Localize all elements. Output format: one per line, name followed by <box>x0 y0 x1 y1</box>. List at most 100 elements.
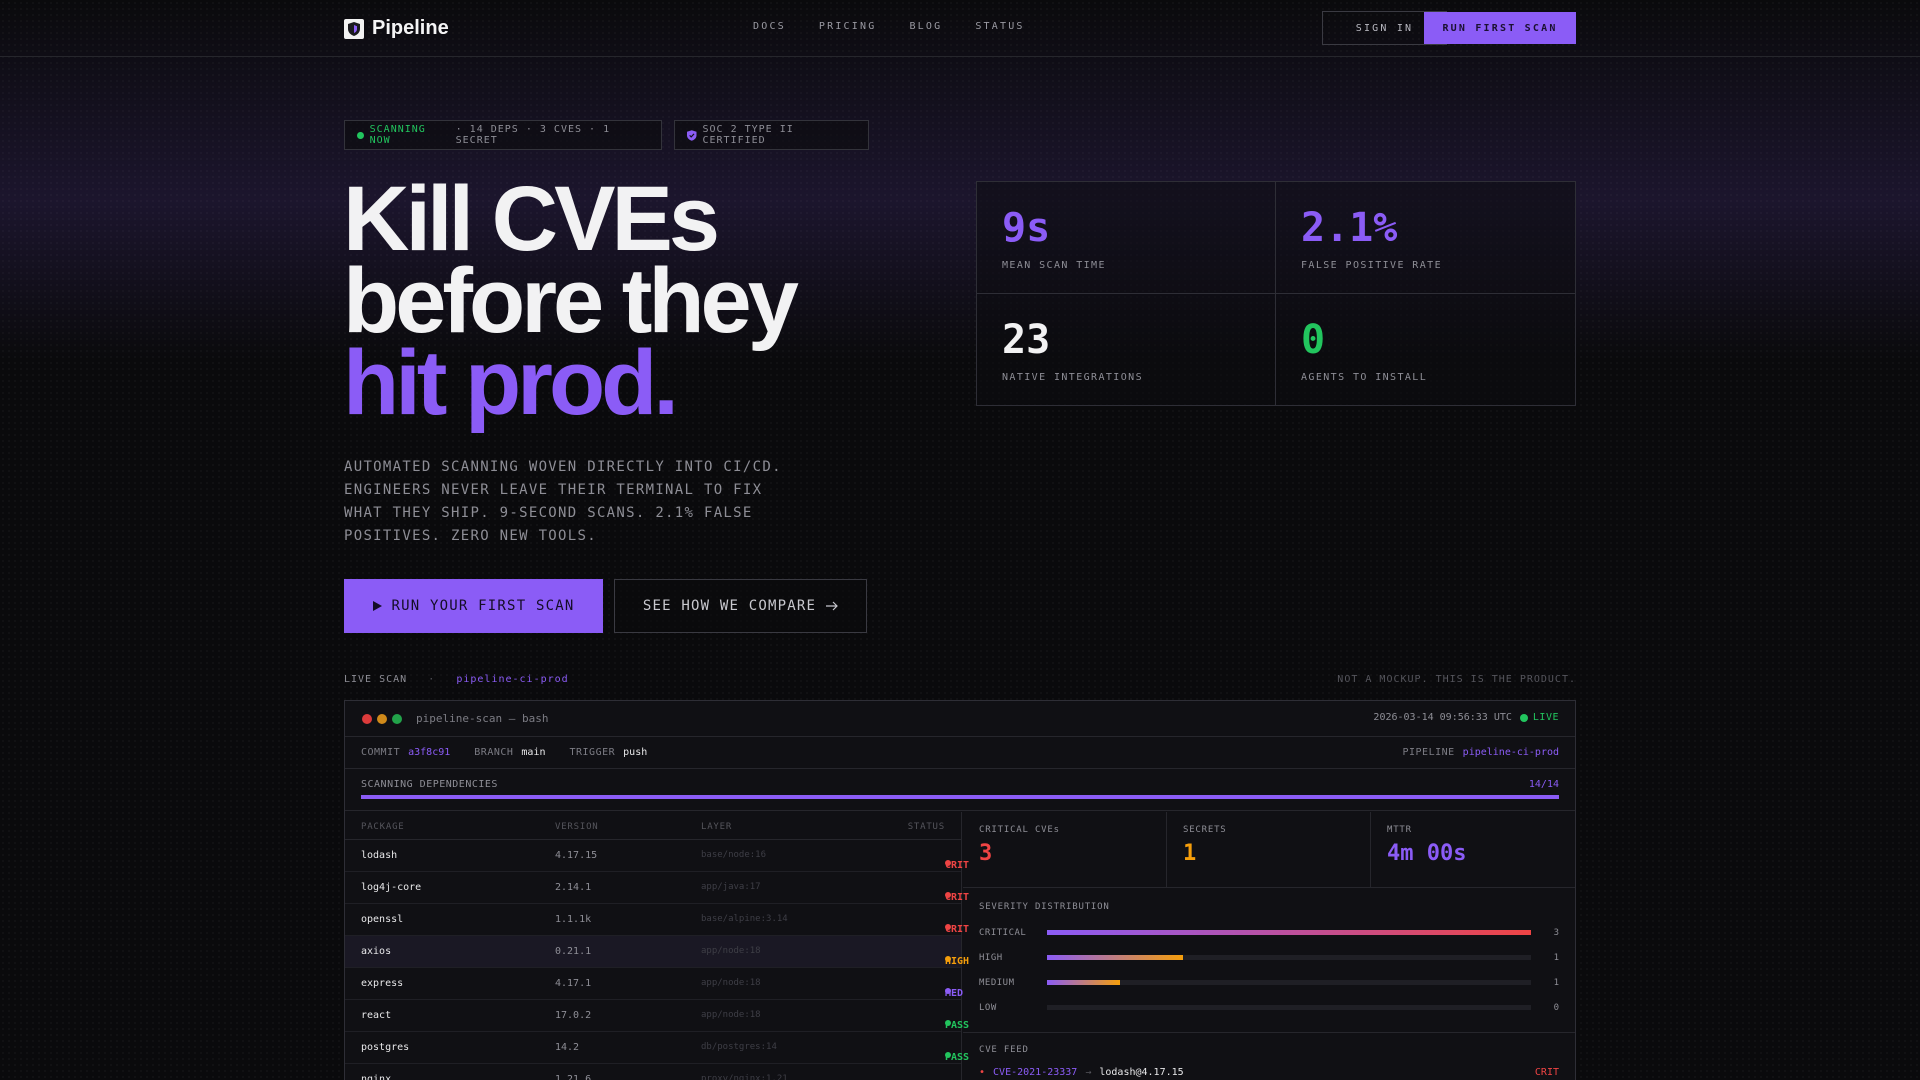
shield-logo-icon <box>344 18 364 39</box>
run-your-first-scan-button[interactable]: RUN YOUR FIRST SCAN <box>344 579 603 633</box>
status-label: PASS <box>945 1052 970 1063</box>
package-row[interactable]: react 17.0.2 app/node:18 PASS <box>345 1000 969 1032</box>
package-table: PACKAGE VERSION LAYER STATUS lodash 4.17.… <box>345 812 969 1080</box>
cve-feed-item[interactable]: • CVE-2021-23337 → lodash@4.17.15 CRIT <box>979 1067 1559 1078</box>
metric-secrets: SECRETS 1 <box>1167 812 1371 887</box>
metric-value: 4m 00s <box>1387 841 1467 866</box>
run-first-scan-nav-button[interactable]: RUN FIRST SCAN <box>1424 12 1576 44</box>
package-name: openssl <box>361 914 404 925</box>
progress-count: 14/14 <box>1528 779 1559 790</box>
col-status: STATUS <box>907 822 945 832</box>
soc2-label: SOC 2 TYPE II CERTIFIED <box>702 124 794 146</box>
window-controls <box>362 714 402 724</box>
stats-grid: 9s MEAN SCAN TIME 2.1% FALSE POSITIVE RA… <box>976 181 1576 406</box>
package-version: 1.1.1k <box>555 914 592 925</box>
status-dot-icon <box>945 924 951 930</box>
package-layer: base/alpine:3.14 <box>701 914 788 924</box>
severity-bar <box>1047 930 1531 935</box>
pipeline-value[interactable]: pipeline-ci-prod <box>1462 747 1559 758</box>
hero-line-3: hit prod. <box>343 332 679 434</box>
status-dot-icon <box>945 860 951 866</box>
package-version: 4.17.15 <box>555 850 598 861</box>
stat-value: 0 <box>1301 316 1326 363</box>
hero-subtitle: AUTOMATED SCANNING WOVEN DIRECTLY INTO C… <box>344 459 782 544</box>
commit-label: COMMIT <box>361 747 401 758</box>
terminal-window: pipeline-scan — bash 2026-03-14 09:56:33… <box>344 700 1576 1080</box>
col-version: VERSION <box>555 822 599 832</box>
package-row[interactable]: postgres 14.2 db/postgres:14 PASS <box>345 1032 969 1064</box>
package-row[interactable]: axios 0.21.1 app/node:18 HIGH <box>345 936 969 968</box>
stat-label: AGENTS TO INSTALL <box>1301 371 1428 383</box>
metric-mttr: MTTR 4m 00s <box>1371 812 1575 887</box>
nav-link-docs[interactable]: DOCS <box>753 21 786 32</box>
severity-row: MEDIUM 1 <box>979 976 1559 989</box>
scan-progress: SCANNING DEPENDENCIES 14/14 <box>345 769 1575 811</box>
severity-name: CRITICAL <box>979 927 1027 938</box>
status-label: CRIT <box>945 924 970 935</box>
live-scan-separator: · <box>428 674 436 685</box>
severity-row: LOW 0 <box>979 1001 1559 1014</box>
severity-track <box>1047 955 1531 960</box>
metric-value: 3 <box>979 841 993 866</box>
scan-summary-pane: CRITICAL CVEs 3 SECRETS 1 MTTR 4m 00s SE… <box>963 812 1575 1080</box>
status-dot-icon <box>945 1052 951 1058</box>
severity-title: SEVERITY DISTRIBUTION <box>979 902 1110 912</box>
see-how-we-compare-button[interactable]: SEE HOW WE COMPARE <box>614 579 867 633</box>
hero-line-2: before they <box>343 250 799 352</box>
soc2-badge: SOC 2 TYPE II CERTIFIED <box>674 120 869 150</box>
status-label: CRIT <box>945 892 970 903</box>
severity-distribution: SEVERITY DISTRIBUTION CRITICAL 3 HIGH 1 MEDI… <box>963 888 1575 1033</box>
severity-row: HIGH 1 <box>979 951 1559 964</box>
live-scan-pipeline[interactable]: pipeline-ci-prod <box>456 674 569 685</box>
scan-detail-text: · 14 DEPS · 3 CVES · 1 SECRET <box>455 124 611 146</box>
trigger-value: push <box>623 747 648 758</box>
nav-link-pricing[interactable]: PRICING <box>818 21 877 32</box>
package-row[interactable]: openssl 1.1.1k base/alpine:3.14 CRIT <box>345 904 969 936</box>
stat-value: 2.1% <box>1301 205 1398 251</box>
play-icon <box>372 601 382 611</box>
arrow-right-icon <box>826 601 839 611</box>
brand-logo[interactable]: Pipeline <box>344 17 449 40</box>
package-name: react <box>361 1010 392 1021</box>
nav-link-status[interactable]: STATUS <box>975 21 1025 32</box>
minimize-dot-icon[interactable] <box>377 714 387 724</box>
package-layer: app/node:18 <box>701 1010 761 1020</box>
package-name: express <box>361 978 404 989</box>
status-dot-icon <box>945 988 951 994</box>
terminal-title: pipeline-scan — bash <box>416 712 549 725</box>
bullet-icon: • <box>979 1067 986 1078</box>
package-version: 0.21.1 <box>555 946 592 957</box>
terminal-status: 2026-03-14 09:56:33 UTC LIVE <box>1373 712 1559 723</box>
severity-bar <box>1047 955 1183 960</box>
commit-hash[interactable]: a3f8c91 <box>408 747 451 758</box>
metric-critical-cves: CRITICAL CVEs 3 <box>963 812 1167 887</box>
cve-id[interactable]: CVE-2021-23337 <box>993 1067 1078 1078</box>
progress-fill <box>361 795 1559 799</box>
metric-label: CRITICAL CVEs <box>979 825 1060 835</box>
not-a-mockup-note: NOT A MOCKUP. THIS IS THE PRODUCT. <box>1337 674 1576 685</box>
package-row[interactable]: express 4.17.1 app/node:18 MED <box>345 968 963 1000</box>
severity-track <box>1047 980 1531 985</box>
package-row[interactable]: log4j-core 2.14.1 app/java:17 CRIT <box>345 872 969 904</box>
package-layer: db/postgres:14 <box>701 1042 777 1052</box>
nav-link-blog[interactable]: BLOG <box>909 21 943 32</box>
live-scan-heading: LIVE SCAN · pipeline-ci-prod <box>344 674 569 685</box>
live-indicator: LIVE <box>1519 712 1559 723</box>
scanning-status-badge: SCANNING NOW · 14 DEPS · 3 CVES · 1 SECR… <box>344 120 662 150</box>
maximize-dot-icon[interactable] <box>392 714 402 724</box>
close-dot-icon[interactable] <box>362 714 372 724</box>
terminal-titlebar: pipeline-scan — bash 2026-03-14 09:56:33… <box>345 701 1575 737</box>
stat-value: 23 <box>1002 316 1051 363</box>
package-name: axios <box>361 946 392 957</box>
status-label: CRIT <box>945 860 970 871</box>
package-name: log4j-core <box>361 882 422 893</box>
package-name: nginx <box>361 1074 392 1080</box>
package-version: 2.14.1 <box>555 882 592 893</box>
package-version: 14.2 <box>555 1042 580 1053</box>
shield-check-icon <box>687 129 697 141</box>
package-layer: base/node:16 <box>701 850 767 860</box>
stat-label: MEAN SCAN TIME <box>1002 260 1106 271</box>
package-row[interactable]: lodash 4.17.15 base/node:16 CRIT <box>345 840 969 872</box>
package-layer: app/node:18 <box>701 946 761 956</box>
